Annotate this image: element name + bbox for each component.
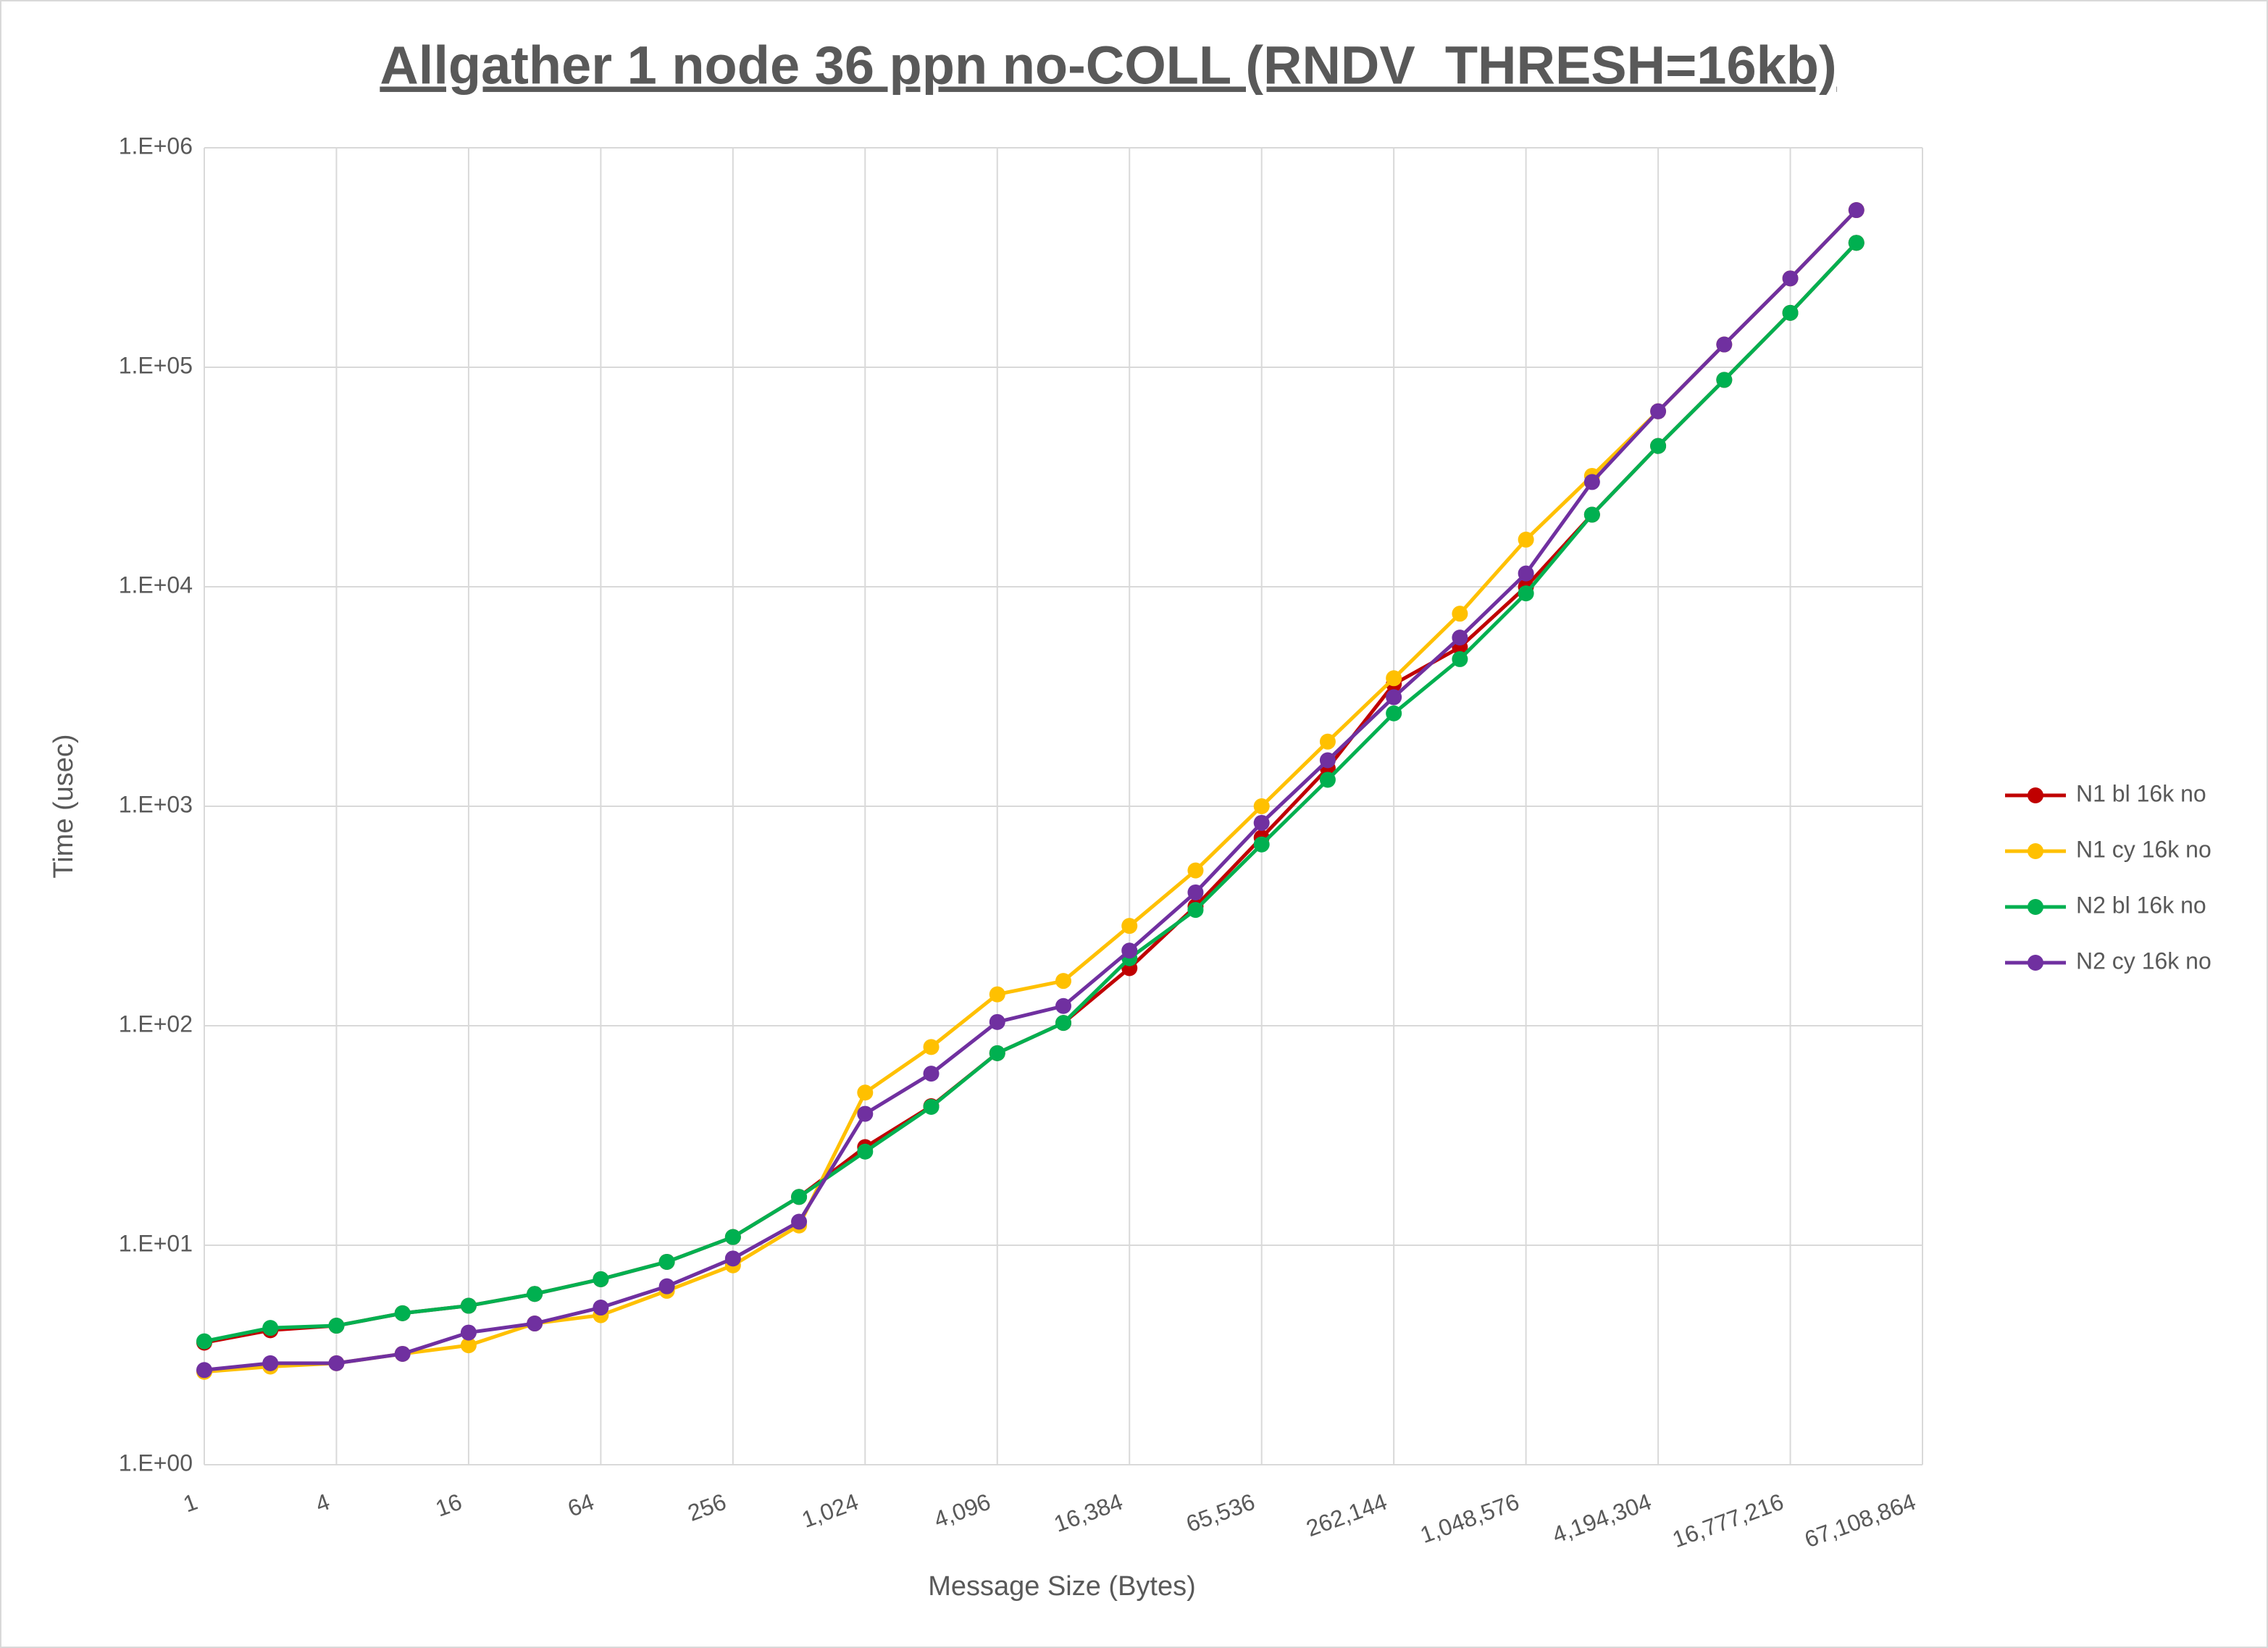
data-point: [262, 1355, 279, 1371]
series-line: [204, 241, 1858, 1344]
data-point: [1386, 705, 1402, 721]
data-point: [460, 1337, 477, 1354]
data-point: [857, 1084, 874, 1101]
legend-marker: [2028, 899, 2043, 915]
data-point: [1055, 997, 1071, 1014]
data-point: [1518, 585, 1534, 602]
data-point: [989, 986, 1005, 1003]
data-point: [1319, 733, 1336, 750]
data-point: [1650, 438, 1667, 454]
data-point: [1716, 372, 1733, 388]
data-point: [989, 1013, 1005, 1030]
data-point: [1253, 798, 1270, 814]
series: [196, 202, 1865, 1379]
data-point: [1187, 862, 1204, 879]
data-point: [1782, 270, 1799, 287]
data-point: [1782, 304, 1799, 321]
data-point: [1187, 884, 1204, 900]
data-point: [791, 1189, 808, 1205]
data-point: [328, 1355, 345, 1371]
data-point: [1650, 403, 1667, 419]
data-point: [1187, 902, 1204, 919]
data-point: [1055, 1015, 1071, 1032]
data-point: [1253, 814, 1270, 831]
data-point: [527, 1286, 543, 1302]
data-point: [1121, 942, 1138, 959]
data-point: [1121, 918, 1138, 934]
legend-label: N1 bl 16k no: [2076, 780, 2206, 806]
data-point: [1452, 651, 1468, 667]
data-point: [923, 1039, 940, 1055]
y-tick-label: 1.E+01: [119, 1230, 193, 1256]
data-point: [923, 1066, 940, 1082]
y-tick-label: 1.E+03: [119, 791, 193, 817]
data-point: [1452, 606, 1468, 622]
data-point: [460, 1297, 477, 1314]
data-point: [1055, 973, 1071, 990]
data-point: [1518, 565, 1534, 582]
data-point: [1386, 670, 1402, 687]
series: [196, 235, 1865, 1350]
data-point: [527, 1316, 543, 1332]
data-point: [1518, 531, 1534, 548]
data-point: [658, 1253, 675, 1270]
data-point: [724, 1229, 741, 1245]
data-point: [460, 1324, 477, 1341]
y-axis-label: Time (usec): [49, 734, 79, 878]
series-line: [204, 209, 1858, 1374]
data-point: [1452, 629, 1468, 646]
y-tick-label: 1.E+02: [119, 1011, 193, 1037]
data-point: [196, 1333, 212, 1350]
data-point: [923, 1098, 940, 1115]
legend-marker: [2028, 955, 2043, 971]
data-point: [196, 1362, 212, 1379]
data-point: [791, 1213, 808, 1230]
data-point: [1253, 836, 1270, 853]
series-line: [204, 209, 1858, 1372]
x-axis-label: Message Size (Bytes): [928, 1571, 1196, 1602]
data-point: [1848, 202, 1865, 219]
data-point: [1716, 336, 1733, 353]
data-point: [1848, 235, 1865, 251]
y-tick-label: 1.E+05: [119, 352, 193, 378]
data-point: [857, 1105, 874, 1122]
data-point: [1583, 506, 1600, 523]
data-point: [1319, 752, 1336, 769]
data-point: [593, 1271, 609, 1287]
chart-title: Allgather 1 node 36 ppn no-COLL (RNDV_TH…: [380, 35, 1836, 96]
legend-label: N2 bl 16k no: [2076, 892, 2206, 918]
data-point: [394, 1345, 411, 1362]
data-point: [262, 1320, 279, 1337]
data-point: [394, 1305, 411, 1321]
data-point: [1386, 689, 1402, 706]
data-point: [1319, 771, 1336, 788]
legend-marker: [2028, 787, 2043, 803]
data-point: [1583, 474, 1600, 490]
data-point: [989, 1045, 1005, 1061]
legend-label: N1 cy 16k no: [2076, 836, 2211, 862]
data-point: [658, 1278, 675, 1294]
y-tick-label: 1.E+06: [119, 133, 193, 159]
legend-label: N2 cy 16k no: [2076, 948, 2211, 974]
y-tick-label: 1.E+00: [119, 1450, 193, 1476]
data-point: [593, 1300, 609, 1316]
data-point: [328, 1318, 345, 1334]
y-tick-label: 1.E+04: [119, 572, 193, 598]
legend-marker: [2028, 843, 2043, 859]
data-point: [857, 1143, 874, 1160]
data-point: [724, 1250, 741, 1267]
grid: [204, 147, 1923, 1465]
